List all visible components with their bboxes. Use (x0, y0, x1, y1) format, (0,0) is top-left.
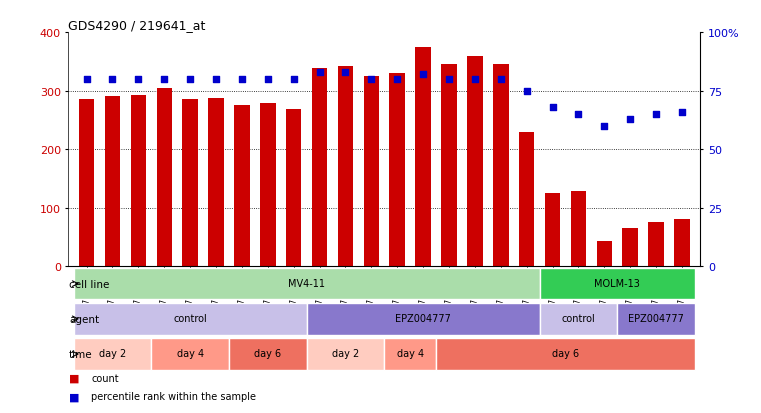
Point (132, 76, 145, 83)
Bar (519, 132, 534, 266)
Bar (436, 338, 695, 370)
Bar (307, 338, 384, 370)
Text: day 6: day 6 (552, 349, 579, 358)
Bar (151, 338, 229, 370)
Bar (74, 268, 540, 300)
Point (546, 104, 559, 111)
Text: day 2: day 2 (332, 349, 359, 358)
Point (417, 72, 429, 78)
Text: cell line: cell line (69, 279, 110, 289)
Point (676, 109, 688, 116)
Bar (286, 110, 301, 266)
Text: EPZ004777: EPZ004777 (628, 313, 684, 323)
Bar (312, 69, 327, 266)
Bar (540, 268, 695, 300)
Bar (648, 223, 664, 266)
Text: time: time (69, 349, 93, 359)
Bar (79, 100, 94, 266)
Bar (597, 242, 612, 266)
Bar (234, 106, 250, 266)
Bar (157, 88, 172, 266)
Bar (74, 338, 151, 370)
Bar (74, 303, 307, 335)
Point (365, 76, 377, 83)
Point (572, 112, 584, 118)
Bar (493, 65, 508, 266)
Bar (338, 67, 353, 266)
Text: ■: ■ (68, 373, 79, 383)
Bar (467, 57, 482, 266)
Text: EPZ004777: EPZ004777 (395, 313, 451, 323)
Bar (416, 47, 431, 266)
Text: agent: agent (69, 314, 99, 324)
Text: day 2: day 2 (99, 349, 126, 358)
Text: control: control (562, 313, 595, 323)
Point (624, 116, 636, 123)
Text: ■: ■ (68, 392, 79, 401)
Point (650, 112, 662, 118)
Text: MOLM-13: MOLM-13 (594, 278, 640, 288)
Point (262, 76, 274, 83)
Bar (441, 65, 457, 266)
Point (443, 76, 455, 83)
Text: day 4: day 4 (396, 349, 424, 358)
Point (184, 76, 196, 83)
Bar (260, 104, 275, 266)
Text: day 6: day 6 (254, 349, 282, 358)
Bar (131, 95, 146, 266)
Point (469, 76, 481, 83)
Point (158, 76, 170, 83)
Bar (209, 98, 224, 266)
Text: MV4-11: MV4-11 (288, 278, 325, 288)
Bar (674, 220, 689, 266)
Bar (364, 77, 379, 266)
Bar (183, 100, 198, 266)
Bar (307, 303, 540, 335)
Point (288, 76, 300, 83)
Text: control: control (174, 313, 207, 323)
Point (314, 69, 326, 76)
Text: percentile rank within the sample: percentile rank within the sample (91, 392, 256, 401)
Point (598, 123, 610, 130)
Bar (617, 303, 695, 335)
Point (339, 69, 352, 76)
Bar (571, 192, 586, 266)
Bar (622, 228, 638, 266)
Point (107, 76, 119, 83)
Bar (390, 74, 405, 266)
Bar (384, 338, 436, 370)
Text: day 4: day 4 (177, 349, 204, 358)
Bar (105, 97, 120, 266)
Point (210, 76, 222, 83)
Point (236, 76, 248, 83)
Bar (540, 303, 617, 335)
Point (391, 76, 403, 83)
Bar (229, 338, 307, 370)
Point (495, 76, 507, 83)
Text: GDS4290 / 219641_at: GDS4290 / 219641_at (68, 19, 206, 32)
Bar (545, 193, 560, 266)
Point (81, 76, 93, 83)
Text: count: count (91, 373, 119, 383)
Point (521, 88, 533, 95)
